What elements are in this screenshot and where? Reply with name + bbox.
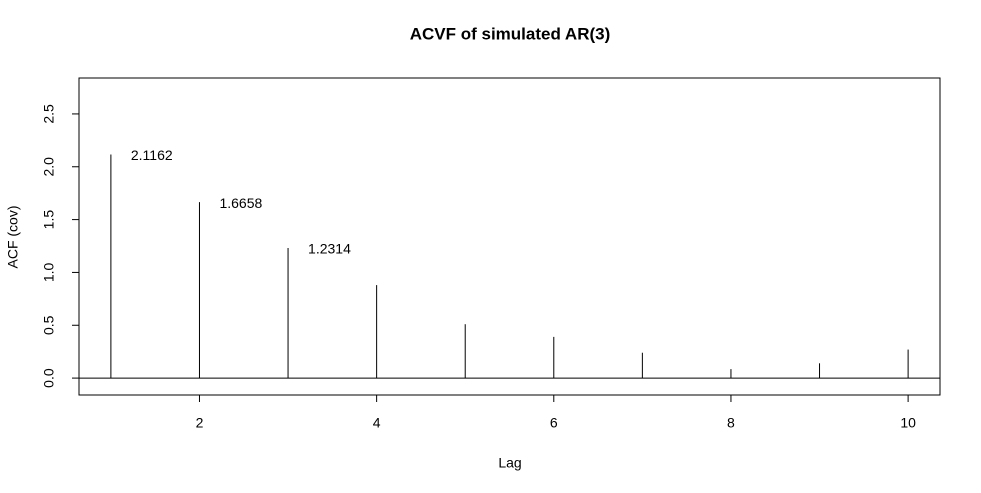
- x-tick-label: 4: [373, 415, 381, 431]
- x-tick-label: 8: [727, 415, 735, 431]
- y-axis-label: ACF (cov): [5, 206, 21, 269]
- x-axis-label: Lag: [498, 455, 521, 471]
- y-tick-label: 0.0: [41, 368, 57, 388]
- chart-title: ACVF of simulated AR(3): [410, 24, 611, 43]
- x-tick-label: 6: [550, 415, 558, 431]
- y-tick-label: 1.0: [41, 262, 57, 282]
- value-label: 2.1162: [131, 147, 173, 163]
- plot-frame: [78, 77, 941, 396]
- x-tick-label: 2: [196, 415, 204, 431]
- x-tick-label: 10: [900, 415, 916, 431]
- y-tick-label: 0.5: [41, 315, 57, 335]
- y-tick-label: 2.5: [41, 104, 57, 124]
- value-label: 1.6658: [219, 195, 262, 211]
- value-label: 1.2314: [308, 241, 351, 257]
- y-tick-label: 1.5: [41, 210, 57, 230]
- y-tick-label: 2.0: [41, 157, 57, 177]
